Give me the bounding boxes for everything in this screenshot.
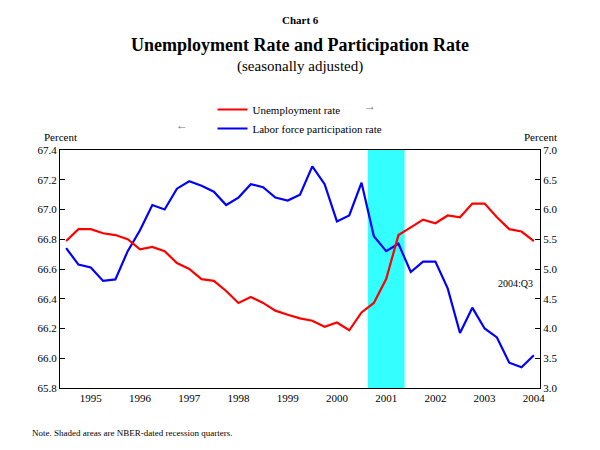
svg-text:Labor force participation rate: Labor force participation rate — [253, 123, 382, 135]
svg-text:67.4: 67.4 — [38, 144, 58, 156]
svg-text:5.5: 5.5 — [543, 233, 557, 245]
svg-text:1997: 1997 — [178, 392, 201, 404]
svg-text:7.0: 7.0 — [543, 144, 557, 156]
svg-text:5.0: 5.0 — [543, 263, 557, 275]
svg-text:67.0: 67.0 — [38, 203, 58, 215]
svg-text:4.5: 4.5 — [543, 293, 557, 305]
svg-text:→: → — [364, 99, 376, 113]
svg-text:1998: 1998 — [227, 392, 250, 404]
svg-text:66.2: 66.2 — [38, 322, 57, 334]
svg-text:Unemployment Rate and Particip: Unemployment Rate and Participation Rate — [131, 35, 469, 55]
svg-text:Chart 6: Chart 6 — [282, 14, 319, 26]
svg-text:1999: 1999 — [277, 392, 300, 404]
svg-text:67.2: 67.2 — [38, 174, 57, 186]
svg-text:(seasonally adjusted): (seasonally adjusted) — [237, 58, 363, 75]
svg-text:2004: 2004 — [523, 392, 546, 404]
svg-text:Unemployment rate: Unemployment rate — [253, 104, 341, 116]
svg-text:66.8: 66.8 — [38, 233, 58, 245]
svg-text:66.4: 66.4 — [38, 293, 58, 305]
svg-text:6.5: 6.5 — [543, 174, 557, 186]
svg-text:2002: 2002 — [424, 392, 446, 404]
svg-text:2000: 2000 — [326, 392, 349, 404]
svg-text:66.6: 66.6 — [38, 263, 58, 275]
svg-text:Note. Shaded areas are NBER-da: Note. Shaded areas are NBER-dated recess… — [32, 428, 232, 438]
svg-text:4.0: 4.0 — [543, 322, 557, 334]
svg-text:2001: 2001 — [375, 392, 397, 404]
svg-text:1995: 1995 — [80, 392, 103, 404]
svg-text:65.8: 65.8 — [38, 382, 58, 394]
svg-text:66.0: 66.0 — [38, 352, 58, 364]
svg-text:←: ← — [176, 118, 188, 132]
svg-text:Percent: Percent — [44, 131, 77, 143]
svg-text:6.0: 6.0 — [543, 203, 557, 215]
svg-text:Percent: Percent — [524, 131, 557, 143]
svg-text:3.0: 3.0 — [543, 382, 557, 394]
svg-text:2004:Q3: 2004:Q3 — [498, 278, 533, 289]
svg-text:2003: 2003 — [474, 392, 497, 404]
svg-text:3.5: 3.5 — [543, 352, 557, 364]
svg-text:1996: 1996 — [129, 392, 152, 404]
